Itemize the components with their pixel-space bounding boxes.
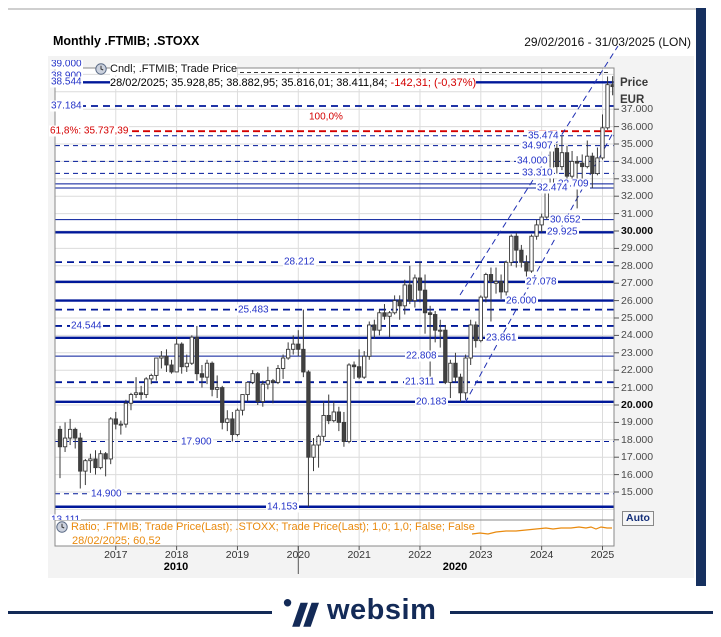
ohlc-values: 28/02/2025; 35.928,85; 38.882,95; 35.816… bbox=[110, 77, 391, 89]
level-label-37-184[interactable]: 37.184 bbox=[50, 100, 83, 112]
level-label-14-153[interactable]: 14.153 bbox=[266, 501, 299, 513]
level-label-33-310[interactable]: 33.310 bbox=[521, 167, 554, 179]
level-label-28-212[interactable]: 28.212 bbox=[283, 256, 316, 268]
series-legend[interactable]: Cndl; .FTMIB; Trade Price bbox=[95, 63, 238, 75]
level-label-35-474[interactable]: 35.474 bbox=[527, 130, 560, 142]
ohlc-readout: 28/02/2025; 35.928,85; 38.882,95; 35.816… bbox=[110, 77, 477, 89]
websim-logo-icon bbox=[283, 599, 319, 627]
series-legend-text: Cndl; .FTMIB; Trade Price bbox=[110, 63, 238, 75]
level-label-27-078[interactable]: 27.078 bbox=[525, 276, 558, 288]
ratio-legend-text: Ratio; .FTMIB; Trade Price(Last); .STOXX… bbox=[71, 521, 475, 533]
level-label-34-000[interactable]: 34.000 bbox=[516, 155, 549, 167]
level-label-29-925[interactable]: 29.925 bbox=[546, 226, 579, 238]
level-label-25-483[interactable]: 25.483 bbox=[237, 304, 270, 316]
level-label-30-652[interactable]: 30.652 bbox=[549, 214, 582, 226]
footer-rule-left bbox=[8, 610, 272, 614]
level-label-23-861[interactable]: 23.861 bbox=[485, 332, 518, 344]
level-label-39-000[interactable]: 39.000 bbox=[50, 60, 83, 70]
level-label-22-808[interactable]: 22.808 bbox=[405, 350, 438, 362]
price-axis-title: Price bbox=[620, 77, 649, 89]
level-label-38-900[interactable]: 38.900 bbox=[50, 70, 83, 82]
date-range-label: 29/02/2016 - 31/03/2025 (LON) bbox=[524, 35, 691, 49]
window-top-border bbox=[8, 8, 706, 10]
ratio-legend[interactable]: Ratio; .FTMIB; Trade Price(Last); .STOXX… bbox=[56, 521, 475, 533]
brand-footer: websim bbox=[0, 592, 721, 632]
level-label-26-000[interactable]: 26.000 bbox=[505, 295, 538, 307]
level-label-32-709[interactable]: 32.709 bbox=[557, 178, 590, 190]
auto-scale-button[interactable]: Auto bbox=[622, 511, 654, 526]
level-label-61-8-35-737-39[interactable]: 61,8%: 35.737,39 bbox=[49, 125, 130, 137]
brand-wordmark: websim bbox=[327, 593, 437, 626]
fib-label-100-0-[interactable]: 100,0% bbox=[308, 111, 344, 123]
ratio-readout: 28/02/2025; 60,52 bbox=[72, 535, 161, 545]
level-label-13-111[interactable]: 13.111 bbox=[50, 514, 82, 520]
clock-icon bbox=[56, 521, 68, 533]
price-axis-unit: EUR bbox=[620, 94, 645, 106]
level-label-38-544[interactable]: 38.544 bbox=[50, 76, 83, 88]
level-label-32-474[interactable]: 32.474 bbox=[536, 182, 569, 194]
level-label-14-900[interactable]: 14.900 bbox=[90, 488, 123, 500]
clock-icon bbox=[95, 63, 107, 75]
page-title: Monthly .FTMIB; .STOXX bbox=[53, 34, 200, 48]
level-label-20-183[interactable]: 20.183 bbox=[415, 396, 448, 408]
footer-rule-right bbox=[450, 610, 713, 614]
level-label-34-907[interactable]: 34.907 bbox=[521, 140, 554, 152]
ohlc-change-negative: -142,31; (-0,37%) bbox=[390, 77, 477, 89]
level-label-24-544[interactable]: 24.544 bbox=[70, 320, 103, 332]
level-label-17-900[interactable]: 17.900 bbox=[180, 436, 213, 448]
level-label-21-311[interactable]: 21.311 bbox=[404, 376, 436, 388]
ratio-subpanel[interactable]: Ratio; .FTMIB; Trade Price(Last); .STOXX… bbox=[55, 520, 613, 545]
window-right-edge-bar bbox=[696, 8, 706, 586]
